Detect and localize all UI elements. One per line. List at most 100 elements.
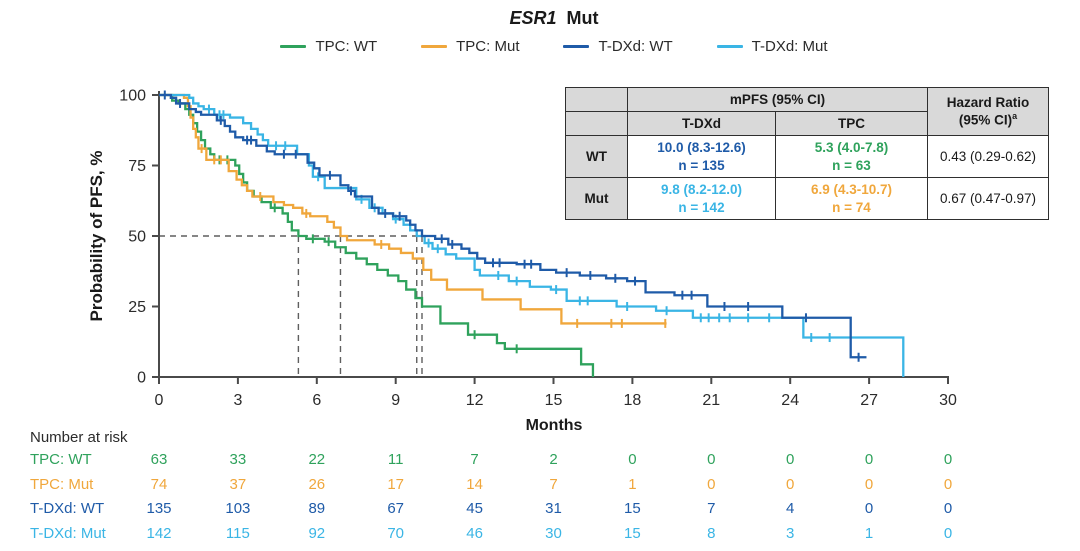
risk-value: 31: [545, 500, 562, 517]
x-tick-label: 3: [233, 392, 242, 409]
risk-value: 7: [470, 451, 479, 468]
wt-tpc-mpfs-cell: 5.3 (4.0-7.8) n = 63: [775, 135, 928, 178]
risk-value: 1: [864, 524, 874, 542]
wt-tdxd-n: n = 135: [678, 157, 725, 173]
risk-value: 0: [786, 451, 795, 468]
risk-row-label: T-DXd: WT: [30, 500, 105, 517]
wt-hazard-ratio-cell: 0.43 (0.29-0.62): [927, 135, 1049, 178]
risk-value: 0: [628, 451, 637, 468]
risk-value: 14: [466, 475, 483, 493]
risk-value: 135: [146, 500, 172, 517]
wt-tdxd-mpfs-cell: 10.0 (8.3-12.6) n = 135: [627, 135, 776, 178]
risk-value: 0: [864, 475, 874, 493]
risk-value: 26: [308, 475, 326, 493]
results-table-tdxd-header: T-DXd: [627, 111, 776, 136]
x-tick-label: 27: [860, 392, 878, 409]
risk-value: 0: [864, 451, 874, 468]
risk-value: 37: [229, 475, 247, 493]
risk-value: 2: [549, 451, 558, 468]
risk-value: 1: [628, 475, 637, 493]
risk-value: 7: [549, 475, 558, 493]
km-curve-tpc-mut: [159, 93, 667, 325]
results-row-label-wt: WT: [565, 135, 628, 178]
legend: TPC: WT TPC: Mut T-DXd: WT T-DXd: Mut: [159, 38, 949, 55]
risk-value: 63: [150, 451, 168, 468]
y-tick-label: 100: [119, 88, 146, 105]
x-tick-label: 9: [391, 392, 400, 409]
risk-value: 33: [229, 451, 247, 468]
risk-value: 46: [466, 524, 483, 542]
km-curve-tpc-wt: [159, 93, 595, 377]
risk-value: 7: [707, 500, 716, 517]
hr-footnote-marker: a: [1012, 111, 1018, 122]
risk-value: 4: [786, 500, 795, 517]
x-tick-label: 21: [702, 392, 720, 409]
legend-item-tpc-mut: TPC: Mut: [421, 38, 519, 55]
mut-tdxd-n: n = 142: [678, 199, 725, 215]
y-tick-label: 0: [137, 370, 146, 387]
results-table-mpfs-header: mPFS (95% CI): [627, 87, 928, 112]
risk-value: 45: [466, 500, 483, 517]
wt-tpc-n: n = 63: [832, 157, 871, 173]
number-at-risk-title: Number at risk: [30, 429, 128, 446]
y-tick-label: 75: [128, 158, 146, 175]
risk-value: 74: [150, 475, 168, 493]
legend-swatch-sky: [716, 45, 743, 48]
mut-tpc-n: n = 74: [832, 199, 871, 215]
risk-value: 0: [943, 500, 953, 517]
mut-tdxd-mpfs: 9.8 (8.2-12.0): [660, 181, 743, 197]
wt-tdxd-mpfs: 10.0 (8.3-12.6): [657, 139, 746, 155]
risk-value: 17: [387, 475, 405, 493]
results-table: mPFS (95% CI) Hazard Ratio (95% CI)a T-D…: [565, 87, 1049, 220]
risk-value: 103: [225, 500, 251, 517]
legend-swatch-green: [280, 45, 307, 48]
figure-title: ESR1 Mut: [159, 8, 949, 29]
legend-swatch-orange: [421, 45, 448, 48]
figure-title-gene: ESR1: [509, 8, 557, 28]
results-table-hr-header: Hazard Ratio (95% CI)a: [927, 87, 1049, 136]
risk-value: 0: [786, 475, 795, 493]
risk-value: 67: [387, 500, 405, 517]
risk-value: 0: [864, 500, 874, 517]
x-tick-label: 24: [781, 392, 799, 409]
risk-value: 115: [225, 524, 250, 542]
x-tick-label: 12: [466, 392, 484, 409]
risk-value: 30: [545, 524, 562, 542]
legend-label: T-DXd: Mut: [751, 38, 828, 55]
risk-row-label: TPC: WT: [30, 451, 92, 468]
mut-tpc-mpfs: 6.9 (4.3-10.7): [810, 181, 893, 197]
results-row-label-mut: Mut: [565, 177, 628, 220]
risk-value: 0: [943, 451, 953, 468]
legend-label: T-DXd: WT: [598, 38, 673, 55]
y-tick-label: 25: [128, 299, 146, 316]
risk-value: 8: [707, 524, 716, 542]
legend-label: TPC: Mut: [456, 38, 520, 55]
hr-header-line2: (95% CI): [958, 112, 1013, 128]
risk-value: 0: [707, 475, 716, 493]
legend-item-t-dxd-mut: T-DXd: Mut: [716, 38, 828, 55]
x-axis-title: Months: [525, 417, 583, 434]
y-tick-label: 50: [128, 229, 146, 246]
mut-tdxd-mpfs-cell: 9.8 (8.2-12.0) n = 142: [627, 177, 776, 220]
x-tick-label: 15: [545, 392, 563, 409]
legend-item-t-dxd-wt: T-DXd: WT: [563, 38, 673, 55]
y-axis-title: Probability of PFS, %: [87, 150, 106, 322]
mut-tpc-mpfs-cell: 6.9 (4.3-10.7) n = 74: [775, 177, 928, 220]
risk-value: 0: [707, 451, 716, 468]
legend-swatch-navy: [563, 45, 590, 48]
km-curve-t-dxd-wt: [159, 93, 867, 359]
x-tick-label: 6: [312, 392, 321, 409]
risk-value: 0: [943, 524, 953, 542]
figure-title-suffix: Mut: [566, 8, 599, 28]
risk-row-label: T-DXd: Mut: [30, 524, 106, 542]
x-tick-label: 30: [939, 392, 957, 409]
hr-header-line1: Hazard Ratio: [946, 94, 1030, 110]
risk-value: 15: [624, 524, 641, 542]
legend-label: TPC: WT: [315, 38, 378, 55]
risk-value: 89: [308, 500, 326, 517]
risk-value: 70: [387, 524, 405, 542]
x-tick-label: 0: [155, 392, 164, 409]
risk-row-label: TPC: Mut: [30, 475, 94, 493]
